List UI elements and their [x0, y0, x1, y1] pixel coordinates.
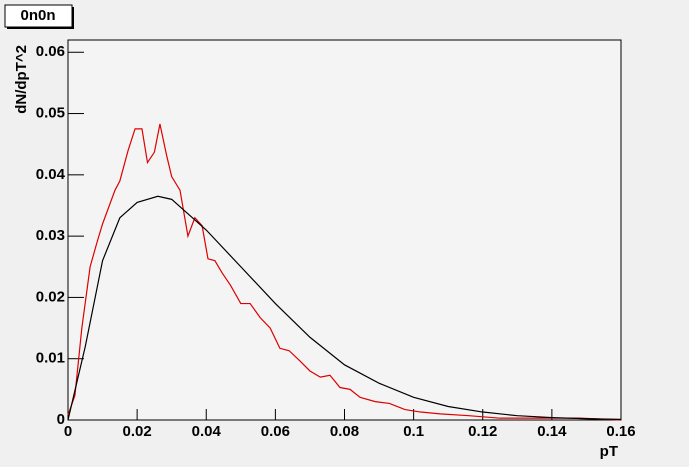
x-tick-label: 0.02: [123, 423, 152, 440]
x-axis-label: pT: [600, 443, 618, 460]
data-line: [67, 123, 622, 421]
y-tick-label: 0.02: [36, 288, 65, 305]
y-tick-label: 0: [57, 411, 65, 428]
x-tick-label: 0.04: [192, 423, 222, 440]
y-axis-label: dN/dpT^2: [13, 45, 30, 114]
y-tick-label: 0.04: [36, 166, 66, 183]
x-tick-label: 0.12: [468, 423, 497, 440]
y-tick-label: 0.03: [36, 227, 65, 244]
x-tick-label: 0.06: [261, 423, 290, 440]
y-tick-label: 0.01: [36, 350, 65, 367]
y-tick-label: 0.06: [36, 43, 65, 60]
plot-frame: [67, 39, 622, 421]
x-tick-label: 0: [64, 423, 72, 440]
x-tick-label: 0.16: [606, 423, 635, 440]
chart-title: 0n0n: [20, 7, 55, 24]
y-tick-label: 0.05: [36, 105, 65, 122]
data-line: [67, 195, 622, 421]
x-tick-label: 0.14: [537, 423, 567, 440]
x-tick-label: 0.08: [330, 423, 359, 440]
x-tick-label: 0.1: [403, 423, 424, 440]
